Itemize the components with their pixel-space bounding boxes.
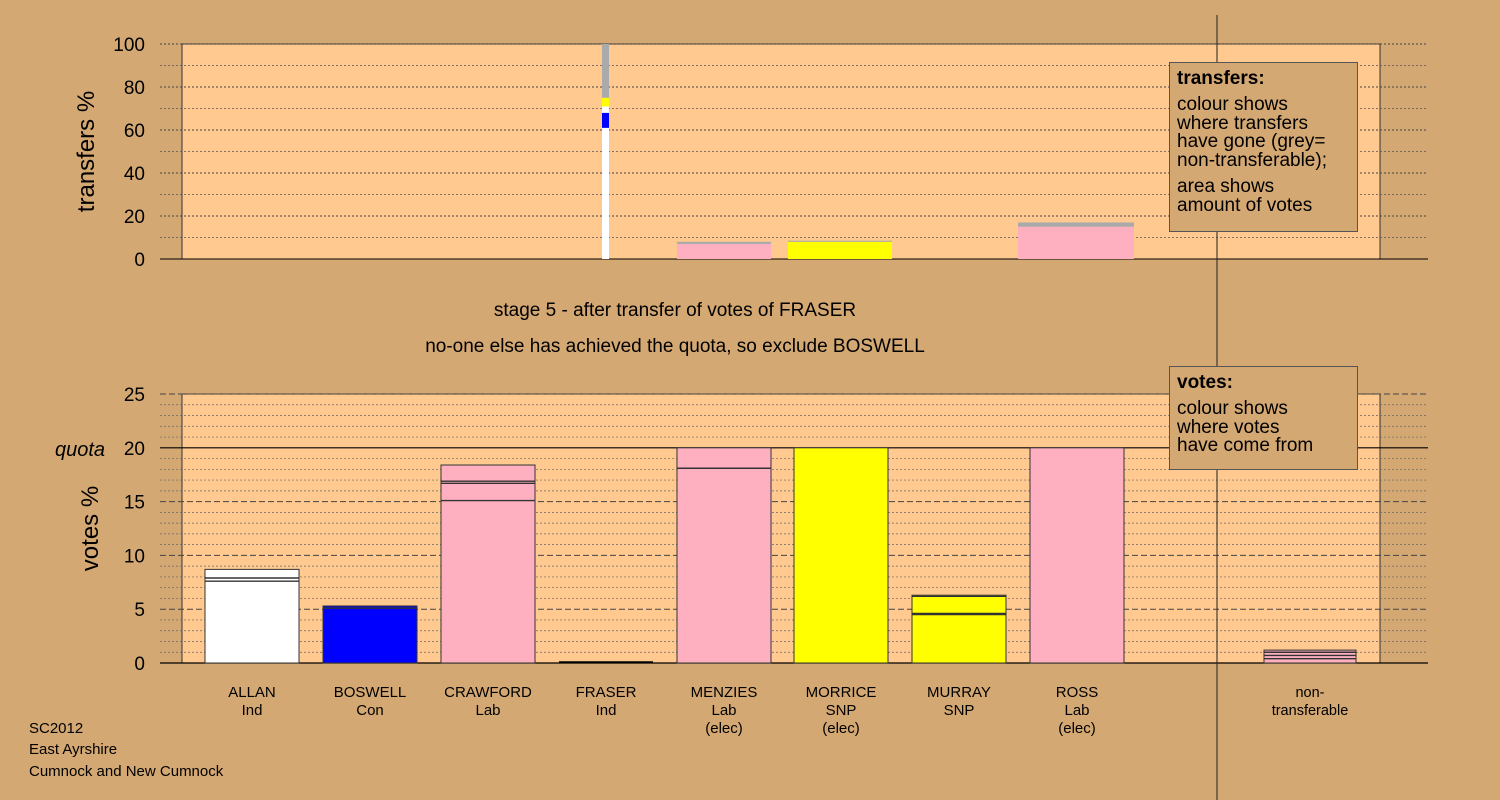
transfers-ytick-label: 40 (124, 164, 145, 185)
transfers-legend-title: transfers: (1177, 68, 1265, 89)
candidate-name-label: ALLAN (228, 684, 276, 701)
votes-ytick-label: 15 (124, 493, 145, 514)
candidate-party-label: Ind (242, 702, 263, 719)
candidate-elected-label: (elec) (705, 720, 743, 737)
votes-ytick-label: 25 (124, 385, 145, 406)
candidate-party-label: transferable (1272, 703, 1349, 719)
fraser-transfer-segment (602, 106, 609, 113)
candidate-party-label: SNP (944, 702, 975, 719)
candidate-name-label: non- (1295, 685, 1324, 701)
footer-ward: Cumnock and New Cumnock (29, 763, 224, 780)
candidate-party-label: SNP (826, 702, 857, 719)
bar-menzies (676, 447, 772, 664)
votes-ytick-label: 10 (124, 546, 145, 567)
votes-ytick-label: 0 (134, 654, 145, 675)
bar-murray (911, 594, 1007, 664)
votes-legend: votes: colour shows where votes have com… (1169, 366, 1358, 470)
transfers-ytick-label: 0 (134, 250, 145, 271)
candidate-elected-label: (elec) (822, 720, 860, 737)
votes-ytick-label: 20 (124, 439, 145, 460)
candidate-name-label: MURRAY (927, 684, 991, 701)
transfers-ytick-label: 100 (113, 35, 145, 56)
transfers-y-axis-label: transfers % (73, 91, 100, 212)
fraser-transfer-segment (602, 127, 609, 259)
surplus-transfer-block (788, 241, 892, 259)
votes-legend-text: colour shows where votes have come from (1177, 398, 1314, 456)
fraser-transfer-segment (602, 44, 609, 98)
candidate-name-label: MORRICE (806, 684, 877, 701)
candidate-name-label: MENZIES (691, 684, 758, 701)
candidate-party-label: Lab (1064, 702, 1089, 719)
candidate-party-label: Ind (596, 702, 617, 719)
transfers-ytick-label: 60 (124, 121, 145, 142)
footer-council: East Ayrshire (29, 741, 118, 758)
stage-note: no-one else has achieved the quota, so e… (425, 336, 925, 357)
candidate-name-label: FRASER (576, 684, 637, 701)
transfers-ytick-label: 80 (124, 78, 145, 99)
candidate-party-label: Lab (711, 702, 736, 719)
candidate-elected-label: (elec) (1058, 720, 1096, 737)
transfers-legend: transfers: colour shows where transfers … (1169, 62, 1358, 232)
candidate-party-label: Lab (475, 702, 500, 719)
candidate-name-label: ROSS (1056, 684, 1099, 701)
votes-y-axis-label: votes % (77, 486, 104, 571)
bar-boswell (322, 605, 418, 664)
candidate-name-label: BOSWELL (334, 684, 407, 701)
bar-allan (204, 568, 300, 664)
votes-ytick-label: 5 (134, 600, 145, 621)
candidate-name-label: CRAWFORD (444, 684, 532, 701)
quota-label: quota (55, 439, 105, 461)
surplus-nontransferable-block (677, 241, 771, 244)
bar-crawford (440, 464, 536, 664)
bar-morrice (793, 447, 889, 664)
fraser-transfer-segment (602, 112, 609, 128)
votes-legend-title: votes: (1177, 372, 1233, 393)
surplus-transfer-block (677, 243, 771, 259)
surplus-nontransferable-block (788, 240, 892, 242)
footer-election: SC2012 (29, 720, 84, 737)
transfers-legend-text-1: colour shows where transfers have gone (… (1177, 94, 1327, 171)
transfers-ytick-label: 20 (124, 207, 145, 228)
bar-ross (1029, 447, 1125, 664)
surplus-transfer-block (1018, 226, 1134, 259)
fraser-transfer-segment (602, 97, 609, 107)
candidate-party-label: Con (356, 702, 384, 719)
transfers-legend-text-2: area shows amount of votes (1177, 176, 1313, 216)
bar-non-transferable (1263, 649, 1357, 664)
surplus-nontransferable-block (1018, 222, 1134, 227)
stage-title: stage 5 - after transfer of votes of FRA… (493, 300, 857, 321)
